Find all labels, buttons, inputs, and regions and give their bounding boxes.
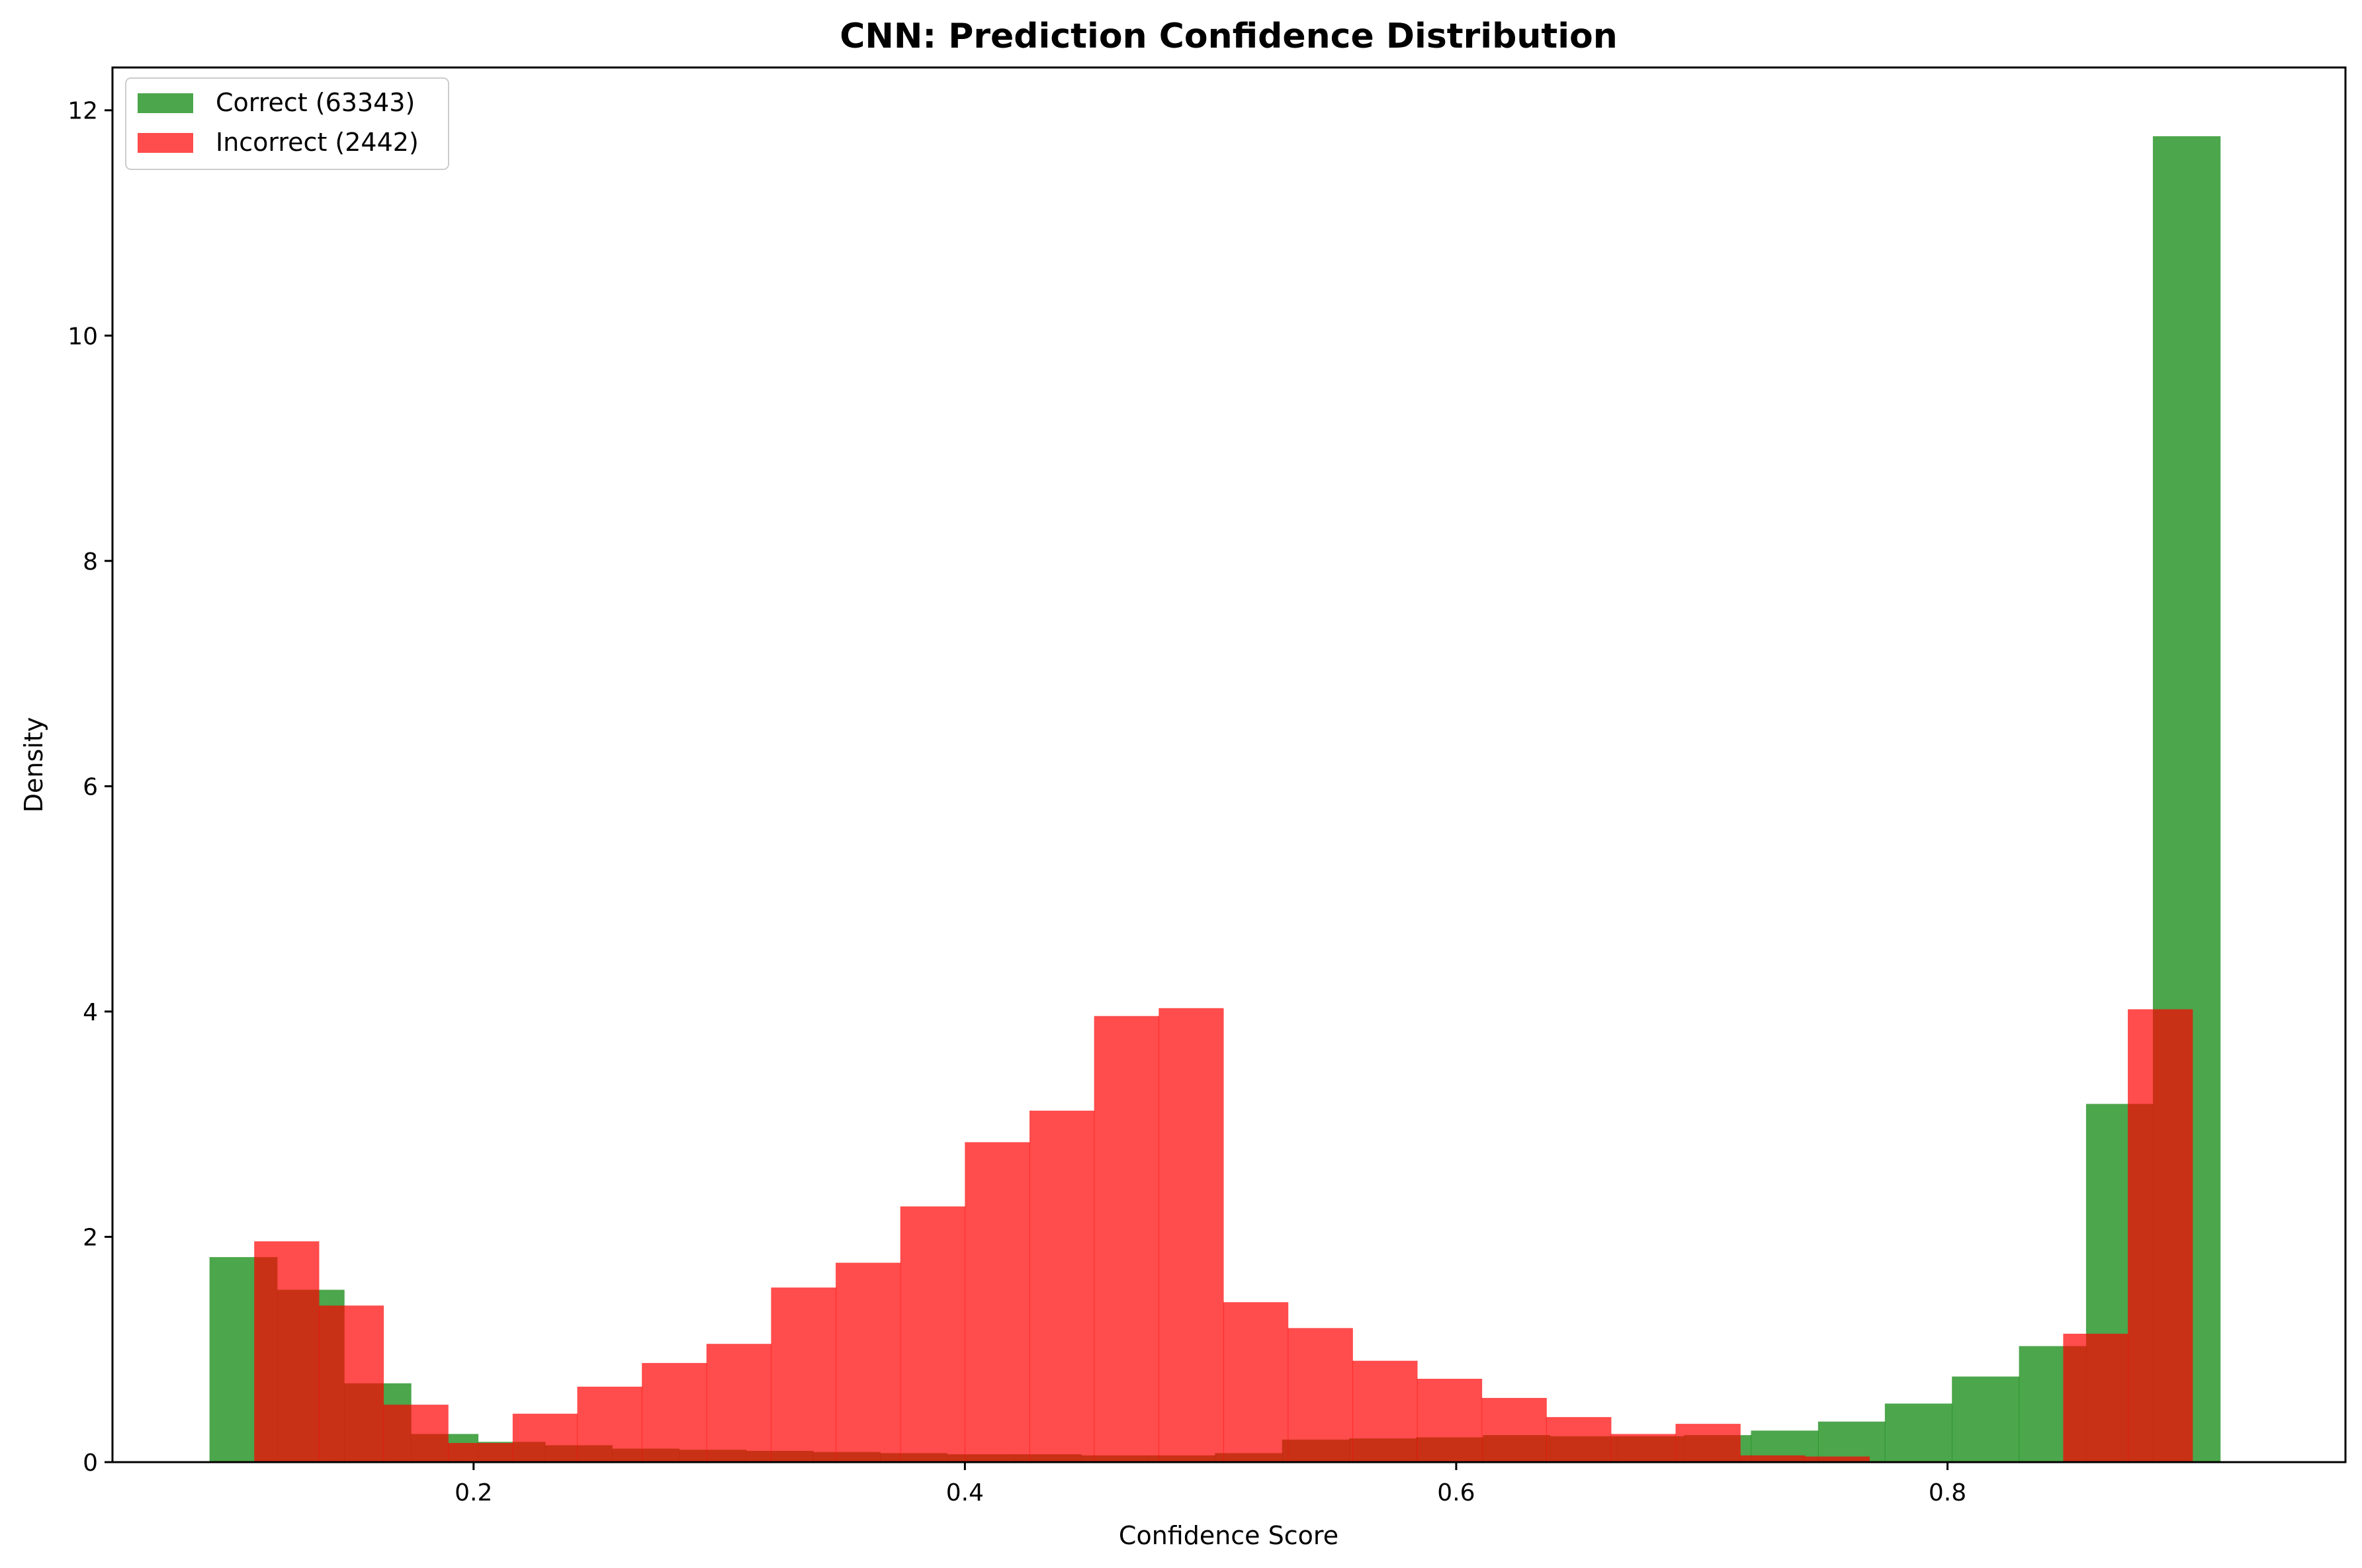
bar-incorrect-7 <box>706 1344 772 1462</box>
bar-incorrect-21 <box>1610 1434 1677 1462</box>
bar-incorrect-0 <box>254 1241 320 1462</box>
y-tick-label: 12 <box>67 98 98 125</box>
bar-incorrect-29 <box>2128 1009 2193 1462</box>
bar-incorrect-2 <box>383 1405 449 1462</box>
bar-incorrect-22 <box>1675 1424 1741 1462</box>
bar-incorrect-15 <box>1223 1302 1289 1462</box>
axes-frame <box>111 66 2347 1463</box>
bar-incorrect-28 <box>2063 1333 2128 1462</box>
bar-incorrect-23 <box>1740 1455 1806 1462</box>
bar-correct-24 <box>1817 1421 1886 1462</box>
bar-incorrect-18 <box>1417 1379 1483 1462</box>
x-axis-ticks: 0.2 0.4 0.6 0.8 <box>455 1462 1966 1506</box>
bar-correct-25 <box>1884 1403 1952 1462</box>
bar-incorrect-13 <box>1094 1016 1159 1462</box>
y-tick-label: 2 <box>83 1224 98 1251</box>
bar-incorrect-19 <box>1481 1397 1547 1462</box>
bar-incorrect-1 <box>318 1305 384 1462</box>
chart-title: CNN: Prediction Confidence Distribution <box>840 17 1618 56</box>
y-axis-label: Density <box>19 717 48 812</box>
bar-incorrect-11 <box>965 1142 1030 1462</box>
legend: Correct (63343) Incorrect (2442) <box>125 77 449 170</box>
x-tick-label: 0.2 <box>455 1479 492 1506</box>
bar-incorrect-14 <box>1159 1008 1224 1462</box>
bar-incorrect-16 <box>1288 1328 1353 1462</box>
y-tick-label: 10 <box>67 323 98 350</box>
y-tick-label: 6 <box>83 773 98 801</box>
bars-layer <box>209 136 2221 1462</box>
bar-incorrect-24 <box>1804 1456 1870 1462</box>
y-tick-label: 0 <box>83 1450 98 1477</box>
y-axis-ticks: 0 2 4 6 8 10 12 <box>67 98 112 1477</box>
bar-incorrect-4 <box>512 1413 578 1462</box>
bar-incorrect-17 <box>1352 1360 1418 1462</box>
bar-incorrect-10 <box>900 1206 965 1462</box>
x-tick-label: 0.4 <box>946 1479 984 1506</box>
y-tick-label: 4 <box>83 999 98 1026</box>
bar-incorrect-5 <box>577 1386 642 1462</box>
legend-label-incorrect: Incorrect (2442) <box>216 128 419 157</box>
legend-swatch-incorrect <box>138 133 193 153</box>
bar-incorrect-8 <box>771 1287 836 1462</box>
legend-swatch-correct <box>138 93 193 113</box>
bar-incorrect-6 <box>642 1363 707 1462</box>
y-tick-label: 8 <box>83 548 98 576</box>
x-tick-label: 0.8 <box>1929 1479 1966 1506</box>
x-axis-label: Confidence Score <box>1119 1521 1338 1550</box>
legend-label-correct: Correct (63343) <box>216 88 415 117</box>
legend-frame <box>125 77 449 170</box>
bar-correct-26 <box>1952 1376 2020 1462</box>
bar-incorrect-3 <box>448 1443 513 1462</box>
bar-incorrect-12 <box>1029 1110 1095 1462</box>
x-tick-label: 0.6 <box>1437 1479 1475 1506</box>
bar-incorrect-9 <box>836 1262 901 1462</box>
bar-incorrect-20 <box>1546 1416 1612 1462</box>
